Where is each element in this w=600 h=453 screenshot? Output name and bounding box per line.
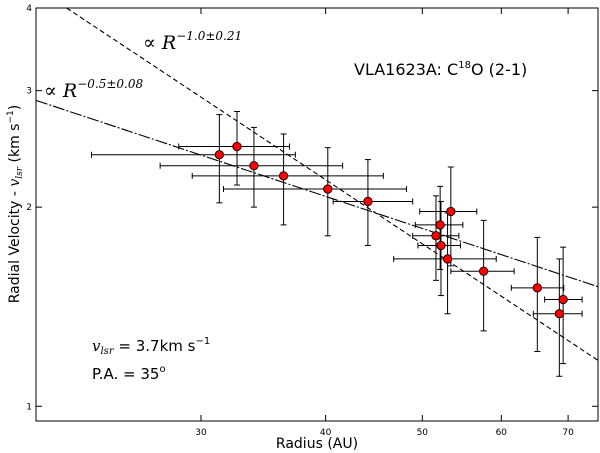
- fit-label-shallow: ∝ R−0.5±0.08: [44, 77, 143, 102]
- data-point-9: [436, 240, 446, 251]
- y-tick-label-2: 2: [26, 203, 32, 213]
- x-tick-label-50: 50: [417, 428, 429, 438]
- data-points: [214, 141, 568, 319]
- data-point-10: [442, 254, 453, 264]
- data-point-4: [323, 184, 333, 194]
- y-axis-title: Radial Velocity - vlsr (km s−1): [6, 105, 25, 303]
- data-point-14: [554, 309, 565, 319]
- y-tick-label-4: 4: [26, 4, 32, 14]
- data-point-12: [532, 283, 542, 293]
- pa-annotation: P.A. = 35o: [92, 364, 166, 383]
- data-point-13: [558, 294, 568, 305]
- data-point-11: [478, 266, 489, 276]
- data-point-3: [278, 171, 289, 181]
- x-tick-label-30: 30: [195, 428, 207, 438]
- data-point-8: [431, 231, 441, 241]
- y-tick-label-3: 3: [26, 87, 32, 97]
- x-tick-label-40: 40: [320, 428, 332, 438]
- data-point-2: [249, 161, 259, 171]
- plot-frame: [35, 7, 599, 422]
- data-point-7: [435, 220, 445, 230]
- fit-line-steep: [66, 8, 598, 361]
- y-tick-label-1: 1: [26, 402, 32, 412]
- fit-lines: [36, 8, 598, 361]
- data-point-1: [232, 141, 242, 152]
- axis-ticks: 30 40 50 60 70 1 2 3 4: [26, 4, 598, 438]
- data-point-5: [363, 196, 373, 207]
- fit-label-steep: ∝ R−1.0±0.21: [143, 29, 242, 54]
- data-point-6: [446, 206, 456, 217]
- vlsr-annotation: vlsr = 3.7km s−1: [92, 336, 210, 357]
- x-tick-label-70: 70: [562, 428, 574, 438]
- data-point-0: [214, 150, 225, 160]
- chart-title: VLA1623A: C18O (2-1): [354, 60, 527, 79]
- x-axis-title: Radius (AU): [276, 436, 358, 452]
- fit-line-shallow: [36, 99, 598, 288]
- x-tick-label-60: 60: [496, 428, 508, 438]
